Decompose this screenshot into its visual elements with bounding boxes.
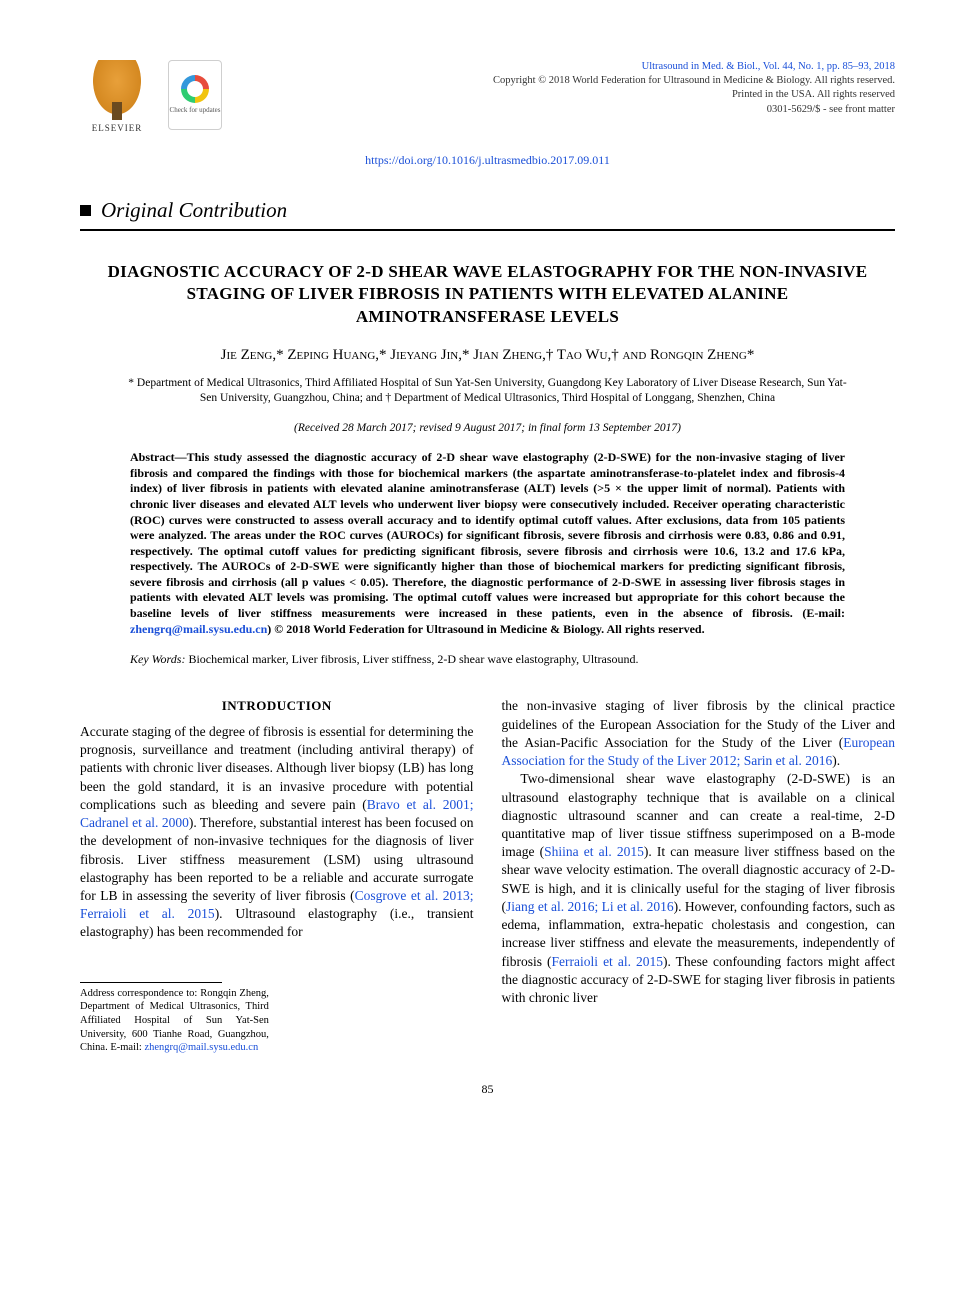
- authors-line: Jie Zeng,* Zeping Huang,* Jieyang Jin,* …: [80, 345, 895, 365]
- correspondence-footnote: Address correspondence to: Rongqin Zheng…: [80, 987, 269, 1055]
- header-row: ELSEVIER Check for updates Ultrasound in…: [80, 60, 895, 144]
- bullet-icon: [80, 205, 91, 216]
- manuscript-dates: (Received 28 March 2017; revised 9 Augus…: [80, 421, 895, 437]
- column-left: INTRODUCTION Accurate staging of the deg…: [80, 697, 474, 1054]
- journal-meta: Ultrasound in Med. & Biol., Vol. 44, No.…: [493, 60, 895, 117]
- abstract-tail: ) © 2018 World Federation for Ultrasound…: [267, 622, 704, 636]
- elsevier-tree-icon: [89, 60, 145, 120]
- citation-jiang[interactable]: Jiang et al. 2016; Li et al. 2016: [506, 899, 674, 914]
- footnote-separator: [80, 982, 222, 983]
- body-columns: INTRODUCTION Accurate staging of the deg…: [80, 697, 895, 1054]
- intro-heading: INTRODUCTION: [80, 697, 474, 715]
- journal-reference: Ultrasound in Med. & Biol., Vol. 44, No.…: [493, 60, 895, 74]
- abstract-body: This study assessed the diagnostic accur…: [130, 450, 845, 620]
- keywords-line: Key Words: Biochemical marker, Liver fib…: [130, 651, 845, 667]
- keywords-label: Key Words:: [130, 652, 185, 666]
- citation-ferraioli[interactable]: Ferraioli et al. 2015: [552, 954, 663, 969]
- crossmark-label: Check for updates: [170, 107, 221, 115]
- keywords-list: Biochemical marker, Liver fibrosis, Live…: [188, 652, 638, 666]
- intro-paragraph-2: Two-dimensional shear wave elastography …: [502, 770, 896, 1007]
- section-rule: [80, 229, 895, 231]
- copyright-line: Copyright © 2018 World Federation for Ul…: [493, 74, 895, 88]
- crossmark-badge[interactable]: Check for updates: [168, 60, 222, 130]
- doi-line: https://doi.org/10.1016/j.ultrasmedbio.2…: [80, 152, 895, 168]
- page-number: 85: [80, 1081, 895, 1097]
- section-label: Original Contribution: [80, 196, 895, 224]
- printed-line: Printed in the USA. All rights reserved: [493, 88, 895, 102]
- issn-line: 0301-5629/$ - see front matter: [493, 103, 895, 117]
- elsevier-label: ELSEVIER: [92, 122, 143, 134]
- abstract-block: Abstract—This study assessed the diagnos…: [130, 450, 845, 637]
- column-right: the non-invasive staging of liver fibros…: [502, 697, 896, 1054]
- p1c-text-b: ).: [832, 753, 840, 768]
- authors-text: Jie Zeng,* Zeping Huang,* Jieyang Jin,* …: [221, 347, 755, 363]
- citation-shiina[interactable]: Shiina et al. 2015: [544, 844, 644, 859]
- elsevier-logo: ELSEVIER: [80, 60, 154, 144]
- section-label-text: Original Contribution: [101, 196, 287, 224]
- logo-group: ELSEVIER Check for updates: [80, 60, 222, 144]
- abstract-label: Abstract—: [130, 450, 187, 464]
- p1c-text-a: the non-invasive staging of liver fibros…: [502, 698, 896, 749]
- footnote-email[interactable]: zhengrq@mail.sysu.edu.cn: [144, 1042, 258, 1053]
- abstract-email[interactable]: zhengrq@mail.sysu.edu.cn: [130, 622, 267, 636]
- affiliations: * Department of Medical Ultrasonics, Thi…: [120, 376, 855, 407]
- doi-link[interactable]: https://doi.org/10.1016/j.ultrasmedbio.2…: [365, 153, 610, 167]
- intro-paragraph-1: Accurate staging of the degree of fibros…: [80, 723, 474, 942]
- article-title: DIAGNOSTIC ACCURACY OF 2-D SHEAR WAVE EL…: [90, 261, 885, 330]
- intro-paragraph-1-cont: the non-invasive staging of liver fibros…: [502, 697, 896, 770]
- crossmark-icon: [181, 75, 209, 103]
